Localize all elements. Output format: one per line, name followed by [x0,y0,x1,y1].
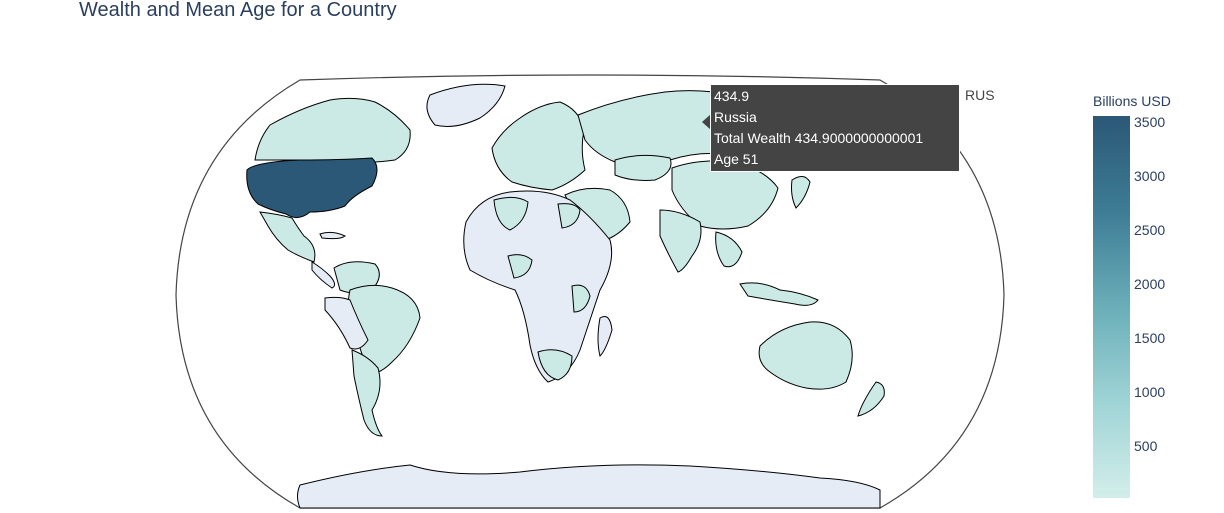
country-africa[interactable] [463,190,613,383]
country-antarctica[interactable] [297,464,881,509]
country-madagascar[interactable] [597,316,613,357]
country-peru-bolivia[interactable] [324,296,369,350]
country-mexico[interactable] [259,211,316,263]
country-new-zealand[interactable] [857,381,885,417]
colorbar-tick: 2000 [1134,276,1166,292]
country-algeria[interactable] [493,196,529,231]
country-greenland[interactable] [426,83,506,127]
country-usa[interactable] [246,157,378,218]
tooltip-country: Russia [714,109,757,125]
hover-tooltip: 434.9 Russia Total Wealth 434.9000000000… [710,84,960,172]
country-kenya[interactable] [571,284,591,313]
country-kazakhstan[interactable] [614,154,672,181]
tooltip-value: 434.9 [714,88,750,104]
country-argentina-chile[interactable] [351,349,384,437]
colorbar [1093,116,1130,498]
country-nigeria[interactable] [507,254,533,279]
colorbar-title: Billions USD [1093,93,1171,109]
country-se-asia[interactable] [715,231,743,268]
country-europe[interactable] [491,101,586,191]
colorbar-tick: 1500 [1134,330,1166,346]
country-india[interactable] [659,209,702,273]
tooltip-age: Age 51 [714,151,759,167]
country-central-america[interactable] [311,261,336,289]
tooltip-wealth: Total Wealth 434.9000000000001 [714,130,924,146]
colorbar-tick: 500 [1134,438,1158,454]
country-japan[interactable] [791,176,811,209]
tooltip-country-code: RUS [965,87,995,103]
colorbar-tick: 1000 [1134,384,1166,400]
country-south-africa[interactable] [537,349,573,381]
colorbar-tick: 3000 [1134,168,1166,184]
country-indonesia[interactable] [739,282,819,306]
colorbar-tick: 3500 [1134,114,1166,130]
country-egypt[interactable] [557,203,581,229]
chart-title: Wealth and Mean Age for a Country [79,0,397,21]
country-australia[interactable] [758,321,853,390]
colorbar-tick: 2500 [1134,222,1166,238]
country-caribbean[interactable] [319,231,346,240]
tooltip-arrow [702,114,711,130]
